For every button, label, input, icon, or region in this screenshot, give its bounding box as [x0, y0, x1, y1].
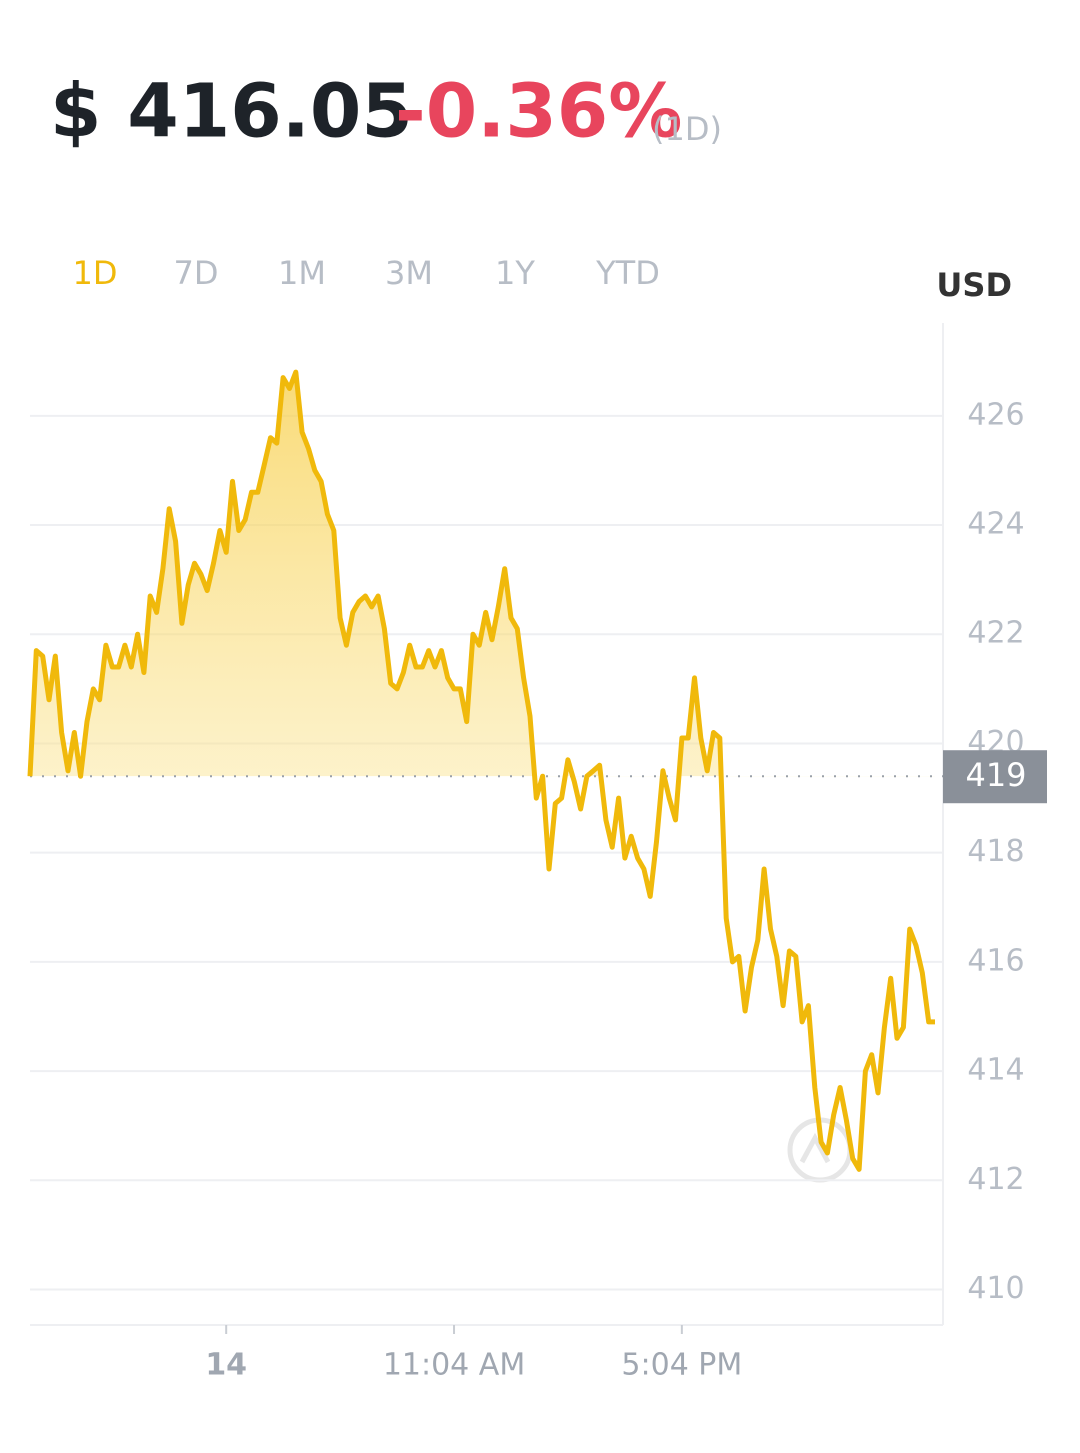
x-tick-label: 14 — [205, 1348, 247, 1383]
y-tick-label: 416 — [967, 943, 1024, 978]
price-line — [27, 369, 935, 1172]
x-tick-label: 5:04 PM — [621, 1348, 742, 1383]
period-tab[interactable]: 1Y — [495, 254, 535, 292]
price: $ 416.05 — [50, 69, 413, 155]
period-tab[interactable]: 3M — [385, 254, 433, 292]
reference-label: 419 — [965, 756, 1026, 794]
x-tick-label: 11:04 AM — [383, 1348, 525, 1383]
period-tab[interactable]: 1M — [278, 254, 326, 292]
y-tick-label: 412 — [967, 1162, 1024, 1197]
area-fill — [30, 372, 722, 777]
price-change: -0.36% — [395, 69, 682, 155]
currency-label: USD — [936, 266, 1012, 304]
period-tab[interactable]: 7D — [174, 254, 219, 292]
period-tab[interactable]: YTD — [595, 254, 660, 292]
y-tick-label: 426 — [967, 397, 1024, 432]
reference-label-box — [943, 750, 1047, 804]
y-tick-label: 418 — [967, 834, 1024, 869]
y-tick-label: 422 — [967, 616, 1024, 651]
y-tick-label: 414 — [967, 1053, 1024, 1088]
y-tick-label: 410 — [967, 1271, 1024, 1306]
y-tick-label: 424 — [967, 507, 1024, 542]
period-tab[interactable]: 1D — [73, 254, 118, 292]
change-period: (1D) — [652, 110, 722, 148]
